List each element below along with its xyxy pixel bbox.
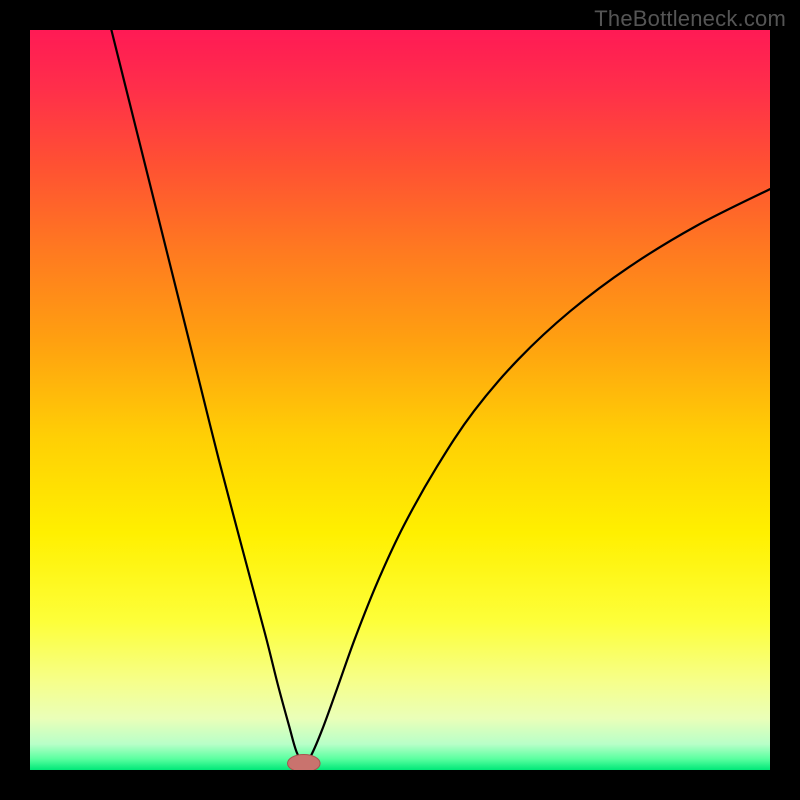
- vertex-marker: [288, 754, 321, 770]
- chart-frame: TheBottleneck.com: [0, 0, 800, 800]
- gradient-background: [30, 30, 770, 770]
- chart-svg: [30, 30, 770, 770]
- plot-area: [30, 30, 770, 770]
- watermark-text: TheBottleneck.com: [594, 6, 786, 32]
